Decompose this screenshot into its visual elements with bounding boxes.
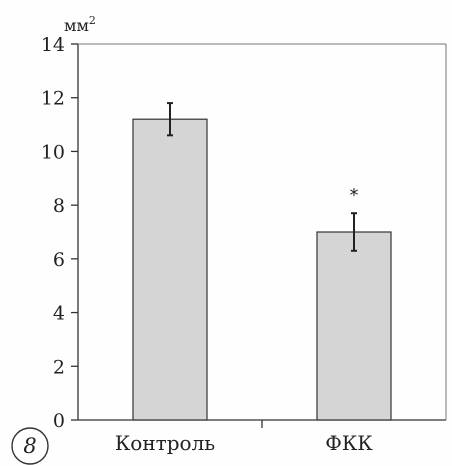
y-tick-label-5: 10 bbox=[41, 141, 65, 163]
y-unit-superscript: 2 bbox=[89, 14, 96, 27]
x-labels-group: Контроль ФКК bbox=[115, 431, 373, 455]
y-tick-label-6: 12 bbox=[41, 88, 65, 110]
y-tick-label-3: 6 bbox=[53, 249, 65, 271]
error-bars-group bbox=[167, 102, 357, 252]
y-unit-label: мм2 bbox=[64, 14, 96, 35]
y-tick-label-0: 0 bbox=[53, 410, 65, 432]
y-tick-label-2: 4 bbox=[53, 303, 65, 325]
y-unit-text: мм bbox=[64, 16, 89, 35]
y-tick-label-7: 14 bbox=[41, 34, 65, 56]
panel-number: 8 bbox=[23, 434, 36, 458]
x-category-label-1: ФКК bbox=[325, 431, 373, 455]
panel-badge-circle bbox=[11, 427, 49, 465]
y-ticks-group: 0 2 4 6 8 10 12 14 bbox=[41, 34, 78, 432]
y-tick-label-4: 8 bbox=[53, 195, 65, 217]
significance-marker-1: * bbox=[350, 185, 359, 206]
bar-1 bbox=[316, 231, 392, 421]
bar-0 bbox=[132, 118, 208, 421]
x-category-label-0: Контроль bbox=[115, 431, 215, 455]
bars-group bbox=[132, 118, 392, 421]
annotations-group: * bbox=[350, 185, 359, 206]
y-tick-label-1: 2 bbox=[53, 356, 65, 378]
panel-badge: 8 bbox=[11, 427, 49, 465]
